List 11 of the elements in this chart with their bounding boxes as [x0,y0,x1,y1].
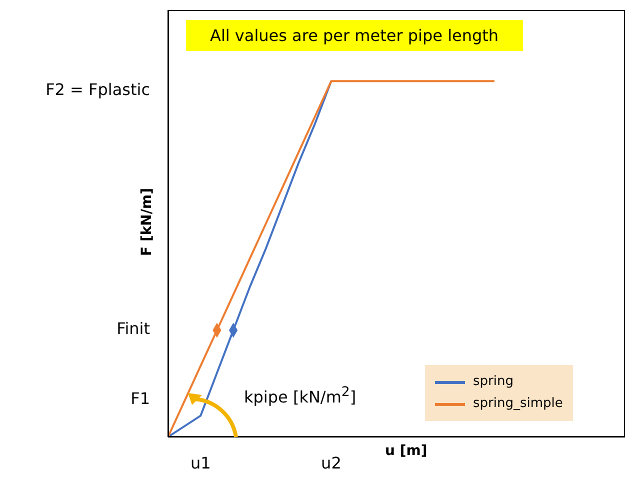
x-tick-label: u2 [321,453,342,472]
legend-label: spring_simple [473,395,563,413]
y-axis-title: F [kN/m] [138,188,155,256]
annotation: kpipe [kN/m$^{2}$] [244,385,356,406]
legend-label: spring [473,373,514,391]
text: F1 [130,389,150,408]
text: Finit [116,319,150,338]
x-axis-title: u [m] [385,443,428,459]
text: All values are per meter pipe length [186,20,523,51]
text: F2 = Fplastic [44,80,150,99]
x-tick-label: u1 [190,453,211,472]
